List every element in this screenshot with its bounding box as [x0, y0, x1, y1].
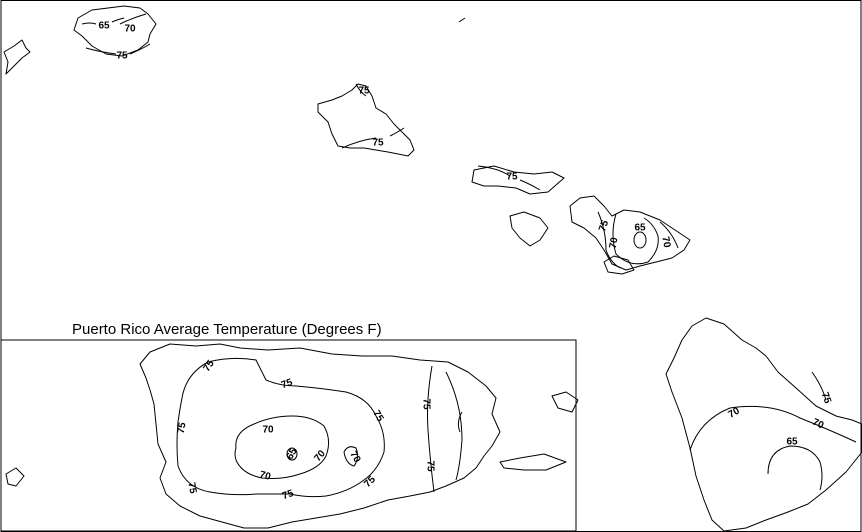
- puerto-rico-coastline: [139, 343, 501, 529]
- contour-label: 75: [358, 86, 370, 97]
- maui-island: 75 70 65 70: [569, 195, 691, 271]
- contour-label: 75: [280, 377, 295, 391]
- islet-coastline: [458, 17, 466, 23]
- contour-label: 65: [786, 437, 798, 448]
- big-island-contour-65: [767, 445, 823, 491]
- inset-title: Puerto Rico Average Temperature (Degrees…: [72, 321, 382, 338]
- kauai-contour-65: [81, 17, 125, 25]
- mona-coastline: [5, 467, 25, 487]
- maui-contour-75: [597, 211, 621, 269]
- contour-label: 70: [659, 236, 672, 249]
- contour-label: 75: [597, 219, 611, 234]
- kauai-contour-75: [85, 43, 151, 55]
- oahu-contour-75b: [341, 127, 405, 149]
- pr-contour-70: [234, 415, 330, 479]
- contour-label: 70: [727, 405, 743, 420]
- lanai-coastline: [509, 211, 549, 247]
- pr-contour-75-far-east: [445, 371, 463, 481]
- puerto-rico-inset: 75 75 75 75 75 75 75 75 75 70 70 70 70 6…: [5, 343, 579, 529]
- contour-label: 75: [185, 482, 198, 495]
- oahu-contour-75a: [355, 83, 367, 97]
- contour-label: 70: [258, 469, 272, 483]
- contour-label: 75: [370, 409, 385, 425]
- vieques-coastline: [499, 453, 567, 471]
- contour-label: 75: [420, 398, 431, 410]
- molokai-contour-75: [477, 165, 541, 191]
- contour-label: 75: [819, 391, 833, 406]
- contour-label: 75: [176, 421, 189, 434]
- contour-label: 75: [372, 138, 384, 149]
- contour-label: 70: [811, 417, 826, 432]
- kahoolawe-coastline: [603, 255, 635, 275]
- contour-label: 65: [634, 223, 646, 234]
- big-island-contour-75: [811, 371, 827, 401]
- maui-contour-65: [633, 231, 647, 249]
- contour-label: 65: [98, 21, 110, 32]
- molokai-coastline: [471, 165, 565, 195]
- big-island: 75 70 70 65: [665, 317, 862, 532]
- contour-label: 70: [608, 236, 621, 249]
- maui-contour-70b: [659, 221, 679, 249]
- kauai-island: 65 70 75: [73, 5, 157, 62]
- pr-contour-65: [286, 447, 298, 461]
- big-island-coastline: [665, 317, 862, 532]
- maui-contour-70: [612, 213, 659, 265]
- contour-label: 70: [347, 450, 362, 466]
- contour-label: 75: [424, 460, 435, 472]
- contour-label: 75: [506, 172, 518, 183]
- pr-contour-75-outer: [176, 357, 385, 498]
- maui-coastline: [569, 195, 691, 271]
- molokai-island: 75: [471, 165, 565, 195]
- hawaii-islands: 65 70 75 75 75 75 75: [3, 5, 862, 532]
- contour-label: 75: [116, 51, 128, 62]
- culebra-coastline: [551, 391, 579, 413]
- contour-label: 65: [285, 446, 300, 462]
- kauai-contour-70: [119, 13, 147, 25]
- pr-contour-inner-east: [457, 411, 463, 433]
- contour-label: 70: [124, 24, 136, 35]
- niihau-coastline: [3, 39, 31, 75]
- kauai-coastline: [73, 5, 157, 57]
- big-island-contour-70: [689, 405, 857, 451]
- oahu-island: 75 75: [317, 83, 415, 157]
- pr-contour-70-east: [343, 446, 359, 467]
- contour-label: 70: [262, 425, 274, 436]
- pr-contour-75-east: [427, 365, 435, 493]
- inset-frame: [0, 339, 577, 532]
- contour-label: 75: [281, 488, 296, 502]
